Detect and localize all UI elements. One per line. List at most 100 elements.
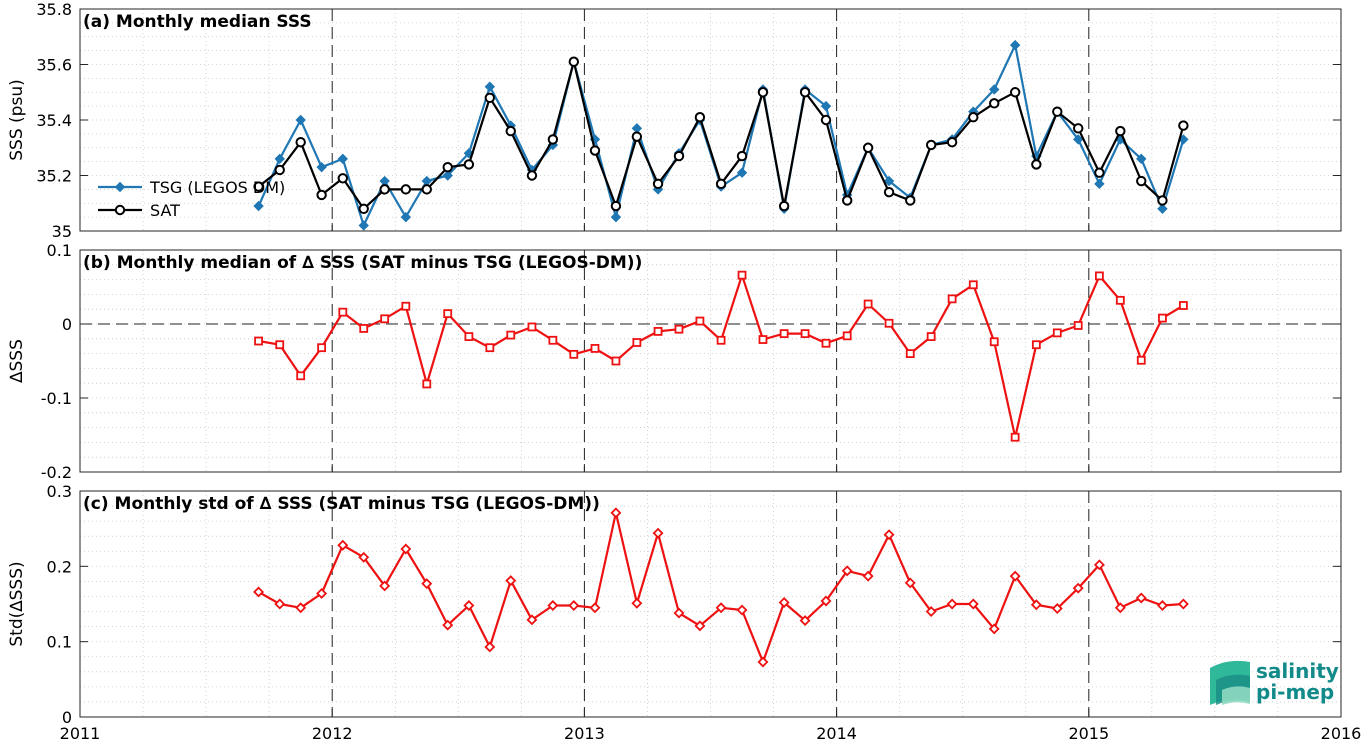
data-point xyxy=(1094,167,1105,178)
data-point xyxy=(274,598,286,610)
data-point xyxy=(1136,355,1146,365)
y-tick-label: 0.1 xyxy=(47,633,72,652)
y-tick-label: 0 xyxy=(62,708,72,727)
data-point xyxy=(694,112,706,123)
data-point xyxy=(463,159,475,170)
data-point xyxy=(1051,603,1063,614)
y-axis-label: Std(∆SSS) xyxy=(7,561,27,646)
data-point xyxy=(1136,153,1147,165)
chart-title: (b) Monthly median of ∆ SSS (SAT minus T… xyxy=(83,253,642,273)
data-point xyxy=(905,349,915,359)
data-point xyxy=(401,301,411,311)
data-point xyxy=(358,220,369,231)
data-point xyxy=(863,299,873,309)
x-tick-label: 2012 xyxy=(312,724,353,743)
data-point xyxy=(1178,301,1188,310)
data-point xyxy=(442,619,454,631)
data-point xyxy=(821,338,831,348)
y-tick-label: 0.3 xyxy=(47,482,72,501)
data-point xyxy=(610,507,622,519)
data-point xyxy=(1030,599,1042,611)
x-tick-label: 2011 xyxy=(60,724,101,743)
data-point xyxy=(274,153,285,165)
series-SAT xyxy=(253,56,1189,215)
data-point xyxy=(380,314,390,324)
data-point xyxy=(253,181,264,192)
axes-frame xyxy=(79,490,1342,718)
data-point xyxy=(485,343,495,353)
data-point xyxy=(421,184,432,195)
data-point xyxy=(716,335,726,345)
y-tick-label: 0 xyxy=(62,315,72,334)
legend-item: SAT xyxy=(98,201,180,220)
data-point xyxy=(757,656,769,668)
data-point xyxy=(652,527,664,539)
data-point xyxy=(653,326,663,336)
data-point xyxy=(526,170,538,181)
data-point xyxy=(254,336,263,346)
data-point xyxy=(757,87,769,98)
data-point xyxy=(631,131,643,142)
data-point xyxy=(484,641,496,653)
data-point xyxy=(820,114,832,126)
data-point xyxy=(989,98,1000,109)
data-point xyxy=(358,551,370,563)
data-point xyxy=(883,175,895,187)
data-point xyxy=(589,145,601,156)
data-point xyxy=(274,164,285,176)
data-point xyxy=(1156,600,1168,611)
data-point xyxy=(379,184,390,195)
data-point xyxy=(820,100,832,112)
data-point xyxy=(925,606,937,618)
data-point xyxy=(1072,582,1084,594)
data-point xyxy=(736,150,748,162)
data-point xyxy=(253,200,264,212)
data-point xyxy=(778,597,790,608)
data-point xyxy=(715,602,727,614)
data-point xyxy=(1158,313,1167,323)
data-point xyxy=(715,178,727,190)
data-point xyxy=(295,114,306,126)
y-tick-label: 35 xyxy=(52,222,72,241)
data-point xyxy=(1135,592,1147,604)
data-point xyxy=(800,329,810,339)
data-point xyxy=(632,338,642,347)
data-point xyxy=(1115,125,1126,137)
data-point xyxy=(1031,159,1042,170)
data-point xyxy=(589,602,601,614)
logo-wave-icon xyxy=(1210,660,1250,705)
data-point xyxy=(988,623,1000,635)
panel-1: -0.2 -0.1 0 0.1 ∆SSS (b) Monthly median of ∆ … xyxy=(7,241,1342,482)
data-point xyxy=(842,331,852,341)
data-point xyxy=(379,580,391,592)
data-point xyxy=(1010,432,1020,442)
data-point xyxy=(1031,340,1041,350)
data-point xyxy=(1094,178,1105,190)
data-point xyxy=(422,379,432,389)
axes-frame xyxy=(79,249,1342,473)
data-point xyxy=(862,570,874,582)
logo: salinity pi-mep xyxy=(1210,659,1339,705)
data-point xyxy=(443,309,453,319)
data-point xyxy=(400,211,412,223)
data-point xyxy=(526,614,538,626)
data-point xyxy=(484,81,496,92)
data-point xyxy=(568,600,580,611)
y-axis-label: SSS (psu) xyxy=(7,79,27,160)
series-line xyxy=(257,43,1185,227)
data-point xyxy=(442,170,453,181)
data-point xyxy=(884,318,894,328)
legend-label: SAT xyxy=(150,201,180,220)
data-point xyxy=(925,139,937,151)
data-point xyxy=(968,112,979,123)
data-point xyxy=(799,615,811,627)
data-point xyxy=(1093,559,1105,571)
series-line xyxy=(258,511,1184,664)
data-point xyxy=(1114,602,1126,614)
data-point xyxy=(946,137,958,148)
data-point xyxy=(464,332,474,341)
data-point xyxy=(1115,295,1125,305)
data-point xyxy=(484,92,496,104)
data-point xyxy=(296,371,306,381)
data-point xyxy=(400,543,412,555)
